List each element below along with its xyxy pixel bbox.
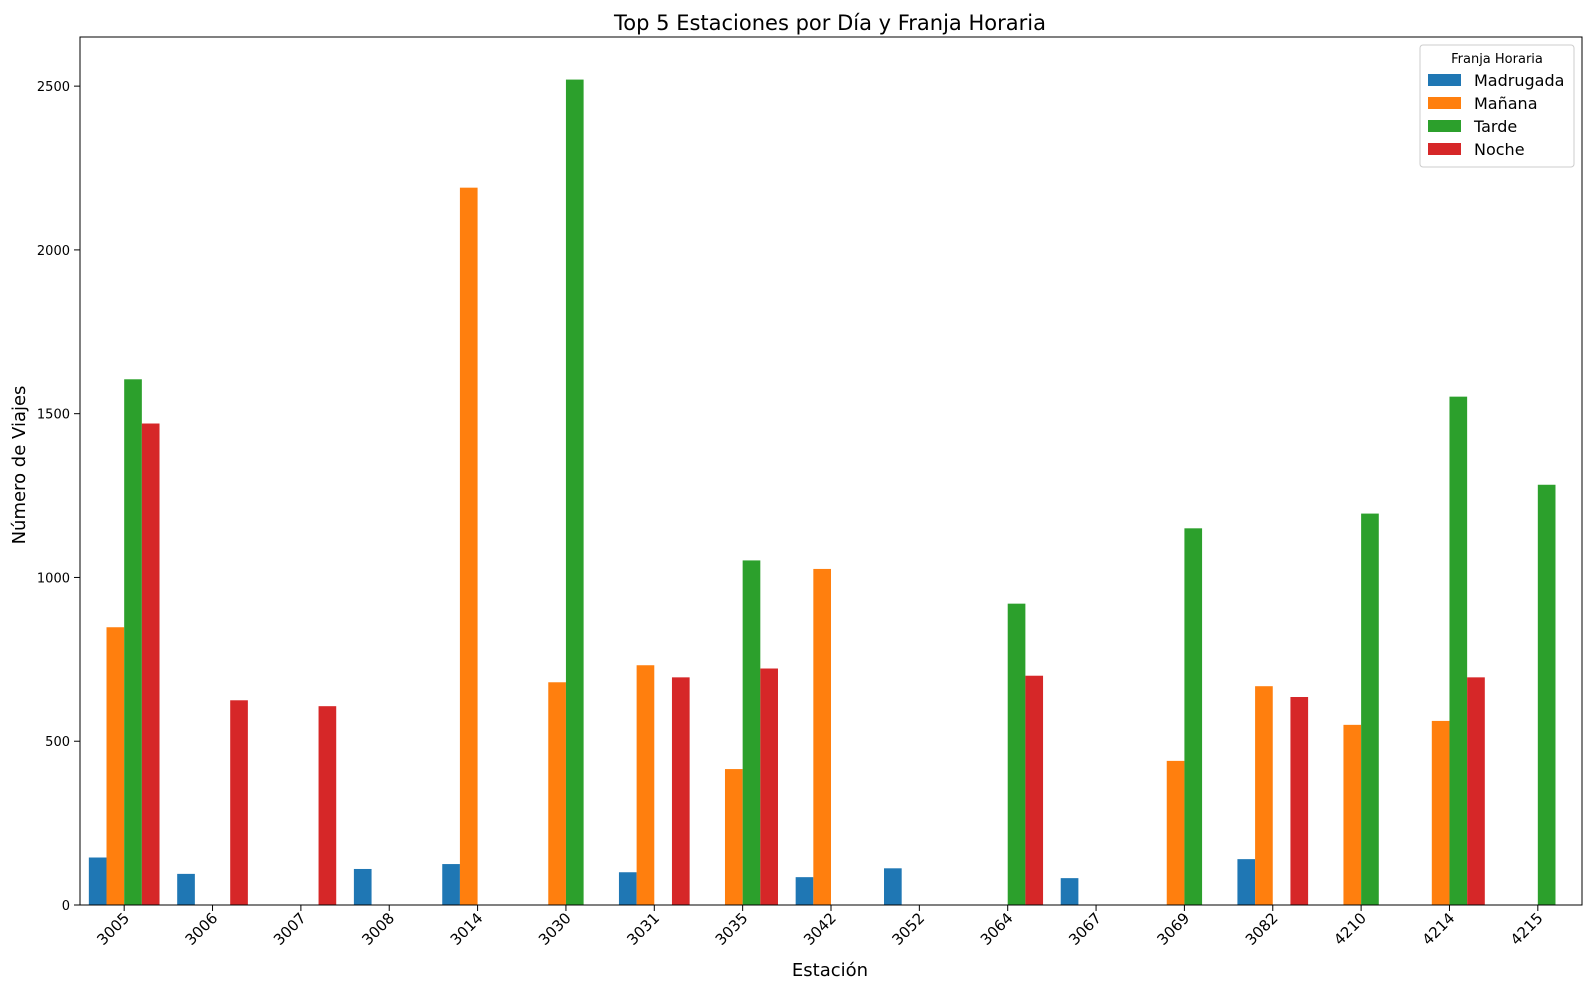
- x-tick-label: 3067: [1065, 909, 1105, 949]
- bar-3082-noche: [1290, 697, 1309, 905]
- y-tick-label: 0: [62, 899, 70, 914]
- x-tick-label: 3030: [535, 909, 575, 949]
- bar-3007-noche: [318, 706, 337, 905]
- x-axis-label: Estación: [792, 960, 868, 981]
- bars-group: [88, 79, 1556, 906]
- bar-4210-mañana: [1343, 724, 1362, 905]
- bar-3082-madrugada: [1237, 859, 1256, 905]
- bar-3069-tarde: [1184, 528, 1203, 905]
- bar-3031-madrugada: [618, 872, 637, 905]
- bar-3042-mañana: [813, 568, 831, 905]
- bar-3008-madrugada: [353, 868, 372, 905]
- bar-3082-mañana: [1255, 686, 1273, 905]
- bar-3042-madrugada: [795, 877, 814, 905]
- x-tick-label: 3082: [1242, 909, 1282, 949]
- bar-3014-mañana: [459, 187, 478, 906]
- x-tick-label: 3007: [270, 909, 310, 949]
- legend-label-noche: Noche: [1474, 140, 1525, 159]
- bar-3006-noche: [230, 700, 248, 905]
- bar-3006-madrugada: [177, 873, 195, 905]
- x-tick-label: 3042: [800, 909, 840, 949]
- legend-swatch-tarde: [1428, 120, 1461, 132]
- bar-3052-madrugada: [884, 868, 902, 905]
- bar-3064-tarde: [1007, 603, 1026, 905]
- legend: Franja Horaria Madrugada Mañana Tarde Noche: [1419, 44, 1575, 168]
- x-tick-label: 4215: [1507, 909, 1547, 949]
- x-tick-label: 3006: [182, 909, 222, 949]
- bar-4214-noche: [1467, 677, 1485, 905]
- legend-swatch-noche: [1428, 143, 1461, 155]
- x-tick-label: 3014: [447, 909, 487, 949]
- bar-3014-madrugada: [442, 864, 460, 905]
- x-tick-label: 3052: [888, 909, 928, 949]
- bar-3035-mañana: [724, 769, 743, 905]
- bar-4214-tarde: [1449, 396, 1468, 905]
- x-tick-label: 3008: [358, 909, 398, 949]
- legend-label-mañana: Mañana: [1474, 94, 1538, 113]
- legend-swatch-mañana: [1428, 97, 1461, 109]
- bar-3031-mañana: [636, 665, 655, 905]
- legend-title: Franja Horaria: [1451, 52, 1543, 67]
- x-tick-label: 3064: [977, 909, 1017, 949]
- y-tick-label: 500: [45, 735, 70, 750]
- bar-4214-mañana: [1431, 720, 1450, 905]
- bar-4210-tarde: [1361, 513, 1379, 905]
- x-tick-label: 4210: [1330, 909, 1370, 949]
- bar-3030-mañana: [548, 682, 566, 905]
- bar-3031-noche: [671, 677, 690, 905]
- y-axis-label: Número de Viajes: [9, 386, 30, 545]
- x-tick-label: 3035: [712, 909, 752, 949]
- y-tick-label: 1500: [37, 408, 70, 423]
- bar-3064-noche: [1025, 675, 1044, 905]
- bar-3030-tarde: [565, 79, 584, 905]
- bar-3005-noche: [141, 423, 160, 905]
- y-tick-label: 2000: [37, 244, 70, 259]
- bar-3035-noche: [760, 668, 778, 905]
- chart-title: Top 5 Estaciones por Día y Franja Horari…: [613, 11, 1046, 35]
- x-tick-label: 4214: [1419, 909, 1459, 949]
- bar-3069-mañana: [1166, 760, 1185, 905]
- x-tick-label: 3069: [1153, 909, 1193, 949]
- x-tick-label: 3005: [93, 909, 133, 949]
- bar-3005-madrugada: [88, 857, 107, 905]
- bar-3035-tarde: [742, 560, 761, 905]
- y-tick-label: 1000: [37, 571, 70, 586]
- y-tick-label: 2500: [37, 80, 70, 95]
- legend-swatch-madrugada: [1428, 74, 1461, 86]
- legend-label-tarde: Tarde: [1473, 117, 1517, 136]
- bar-3005-tarde: [124, 379, 142, 905]
- x-tick-label: 3031: [623, 909, 663, 949]
- legend-label-madrugada: Madrugada: [1474, 71, 1564, 90]
- bar-4215-tarde: [1537, 484, 1556, 905]
- bar-3067-madrugada: [1060, 878, 1079, 905]
- bar-3005-mañana: [106, 627, 125, 905]
